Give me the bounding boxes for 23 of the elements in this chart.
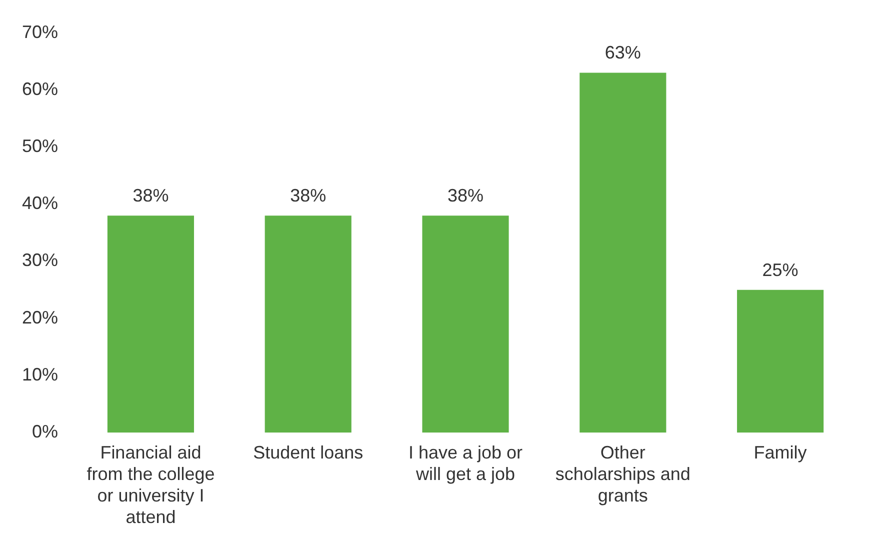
y-tick-label: 50%	[22, 136, 58, 156]
data-label: 38%	[132, 186, 169, 206]
bar	[422, 216, 509, 433]
bar	[580, 72, 666, 433]
data-label: 63%	[604, 42, 641, 63]
x-tick-label: Student loans	[253, 442, 364, 462]
y-tick-label: 40%	[22, 193, 58, 214]
y-tick-label: 20%	[22, 307, 58, 328]
y-tick-label: 60%	[22, 78, 58, 99]
x-tick-label: Financial aid from the college or university I attend	[86, 442, 215, 528]
bar	[107, 216, 194, 433]
x-tick-label: Other scholarships and grants	[555, 442, 690, 506]
data-label: 25%	[762, 260, 798, 280]
y-tick-label: 0%	[32, 422, 58, 442]
x-tick-label: Family	[754, 442, 807, 462]
data-label: 38%	[448, 186, 484, 206]
x-tick-label: I have a job or will get a job	[408, 442, 523, 484]
y-tick-label: 70%	[22, 22, 58, 42]
data-label: 38%	[290, 186, 326, 206]
y-tick-label: 10%	[22, 364, 58, 384]
bar	[737, 290, 824, 433]
bar	[264, 216, 352, 433]
y-tick-label: 30%	[22, 250, 58, 270]
